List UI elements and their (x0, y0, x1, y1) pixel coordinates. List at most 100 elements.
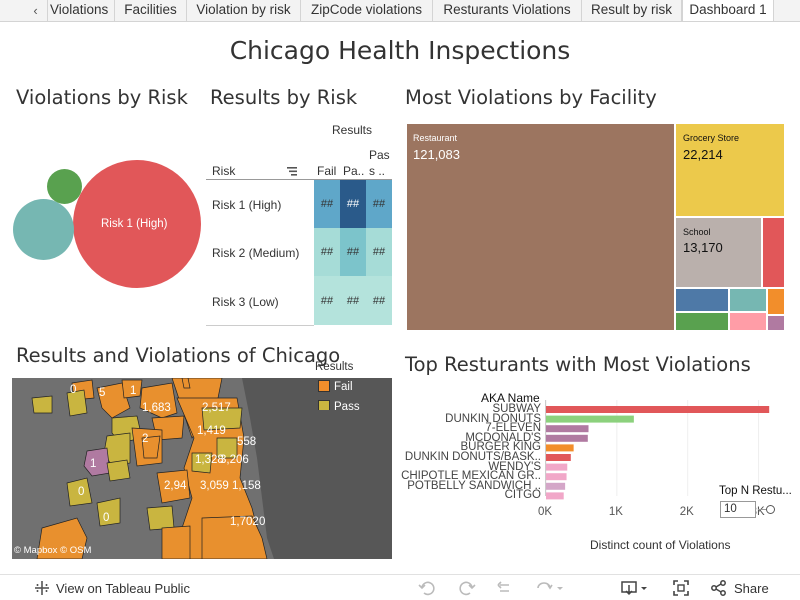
treemap-tile[interactable] (675, 288, 729, 312)
table-cell[interactable]: ## (340, 276, 366, 325)
map-label: 0 (78, 486, 85, 498)
map-label: 1,683 (142, 402, 171, 414)
undo-button[interactable] (418, 578, 436, 598)
tab-dashboard-1[interactable]: Dashboard 1 (682, 0, 774, 21)
bar-category-label[interactable]: BURGER KING (460, 441, 541, 454)
treemap-tile[interactable] (762, 217, 785, 288)
chevron-left-icon: ‹ (33, 3, 38, 18)
map-label: 5 (99, 387, 106, 399)
map-label: 1,702 (230, 516, 259, 528)
treemap-tile-school[interactable] (675, 217, 762, 288)
table-cell[interactable]: ## (340, 180, 366, 228)
top-n-input[interactable]: 10 (720, 501, 756, 518)
tab-resturants-violations[interactable]: Resturants Violations (433, 0, 582, 21)
map-label: 1,158 (232, 480, 261, 492)
map-label: 3,206 (220, 454, 249, 466)
bar-category-label[interactable]: 7-ELEVEN (485, 422, 541, 435)
table-bottom-divider (206, 325, 314, 326)
map-label: 1,328 (195, 454, 224, 466)
bar-chart-x-axis-title: Distinct count of Violations (590, 538, 731, 552)
bar[interactable] (546, 473, 567, 481)
most-violations-by-facility-title: Most Violations by Facility (405, 86, 657, 109)
redo-button[interactable] (458, 578, 476, 598)
table-cell[interactable]: ## (314, 276, 340, 325)
results-by-risk-title: Results by Risk (210, 86, 358, 109)
bar-category-label[interactable]: DUNKIN DONUTS/BASK.. (404, 451, 541, 463)
top-n-slider-handle[interactable] (766, 505, 775, 514)
tab-facilities[interactable]: Facilities (115, 0, 187, 21)
map-title: Results and Violations of Chicago (16, 344, 341, 367)
tab-zipcode-violations[interactable]: ZipCode violations (301, 0, 433, 21)
bubble-risk-low[interactable] (47, 169, 82, 204)
treemap-tile-grocery-store[interactable] (675, 123, 785, 217)
table-cell[interactable]: ## (340, 228, 366, 276)
bar[interactable] (546, 463, 568, 471)
bar-category-label[interactable]: CITGO (504, 489, 541, 502)
fullscreen-icon (673, 580, 689, 596)
bar-category-label[interactable]: CHIPOTLE MEXICAN GR.. (401, 470, 541, 483)
treemap-tile[interactable] (729, 288, 767, 312)
treemap-label-restaurant: Restaurant (413, 133, 458, 143)
tab-scroll-left-button[interactable]: ‹ (24, 0, 48, 21)
treemap-label-school: School (683, 227, 711, 237)
bubble-risk-high[interactable] (73, 160, 201, 288)
bar-category-label[interactable]: MCDONALD'S (465, 431, 541, 444)
row-label-risk-2: Risk 2 (Medium) (212, 246, 300, 260)
map-label: 558 (237, 436, 257, 448)
violations-by-risk-title: Violations by Risk (16, 86, 188, 109)
table-cell[interactable]: ## (314, 228, 340, 276)
table-cell[interactable]: ## (366, 228, 392, 276)
map-label: 2,94 (164, 480, 187, 492)
bar[interactable] (546, 415, 634, 423)
dashboard-title: Chicago Health Inspections (229, 36, 571, 65)
map-label: 0 (259, 516, 266, 528)
map-label: 0 (70, 384, 77, 396)
map-legend-item-pass[interactable]: Pass (318, 400, 360, 410)
bar[interactable] (546, 492, 564, 500)
top-n-slider-track[interactable] (758, 509, 766, 510)
view-on-tableau-button[interactable]: View on Tableau Public (34, 578, 190, 598)
bubble-risk-medium[interactable] (13, 199, 74, 260)
treemap-tile-restaurant[interactable] (406, 123, 675, 331)
revert-button[interactable] (497, 578, 515, 598)
share-button[interactable]: Share (710, 578, 769, 598)
download-button[interactable] (620, 578, 650, 598)
refresh-button[interactable] (535, 578, 563, 598)
map-legend-item-fail[interactable]: Fail (318, 380, 353, 393)
chicago-map[interactable]: 0 5 1 1,683 2,517 1,419 558 2 1 1,328 3,… (12, 378, 392, 559)
results-column-group-header: Results (332, 123, 373, 137)
sort-icon[interactable] (286, 164, 298, 176)
tableau-logo-icon (35, 581, 49, 595)
bar[interactable] (546, 425, 589, 433)
bar-category-label[interactable]: POTBELLY SANDWICH .. (407, 479, 541, 492)
bubble-risk-high-label: Risk 1 (High) (101, 218, 168, 230)
treemap-tile[interactable] (767, 315, 785, 331)
bar[interactable] (546, 444, 574, 452)
bar-chart-x-tick-label: 2K (679, 506, 694, 518)
bar-category-label[interactable]: SUBWAY (492, 403, 541, 415)
treemap-value-restaurant: 121,083 (413, 147, 460, 162)
bar-category-label[interactable]: WENDY'S (488, 460, 541, 473)
tab-violation-by-risk[interactable]: Violation by risk (187, 0, 301, 21)
column-header-fail: Fail (317, 164, 337, 178)
tab-violations[interactable]: Violations (48, 0, 115, 21)
map-label: 1 (130, 385, 137, 397)
table-cell[interactable]: ## (366, 180, 392, 228)
bar[interactable] (546, 454, 571, 461)
bar-category-label[interactable]: DUNKIN DONUTS (445, 412, 541, 425)
treemap-tile[interactable] (729, 312, 767, 331)
bar[interactable] (546, 406, 770, 413)
treemap-tile[interactable] (675, 312, 729, 331)
tab-result-by-risk[interactable]: Result by risk (582, 0, 682, 21)
map-label: 2 (142, 433, 149, 445)
table-cell[interactable]: ## (314, 180, 340, 228)
share-icon (711, 580, 726, 596)
map-attribution[interactable]: © Mapbox © OSM (14, 545, 92, 556)
table-cell[interactable]: ## (366, 276, 392, 325)
bar[interactable] (546, 482, 566, 490)
map-label: 1,419 (197, 425, 226, 437)
treemap-tile[interactable] (767, 288, 785, 315)
fullscreen-button[interactable] (672, 578, 690, 598)
bar[interactable] (546, 434, 588, 442)
map-label: 3,059 (200, 480, 229, 492)
